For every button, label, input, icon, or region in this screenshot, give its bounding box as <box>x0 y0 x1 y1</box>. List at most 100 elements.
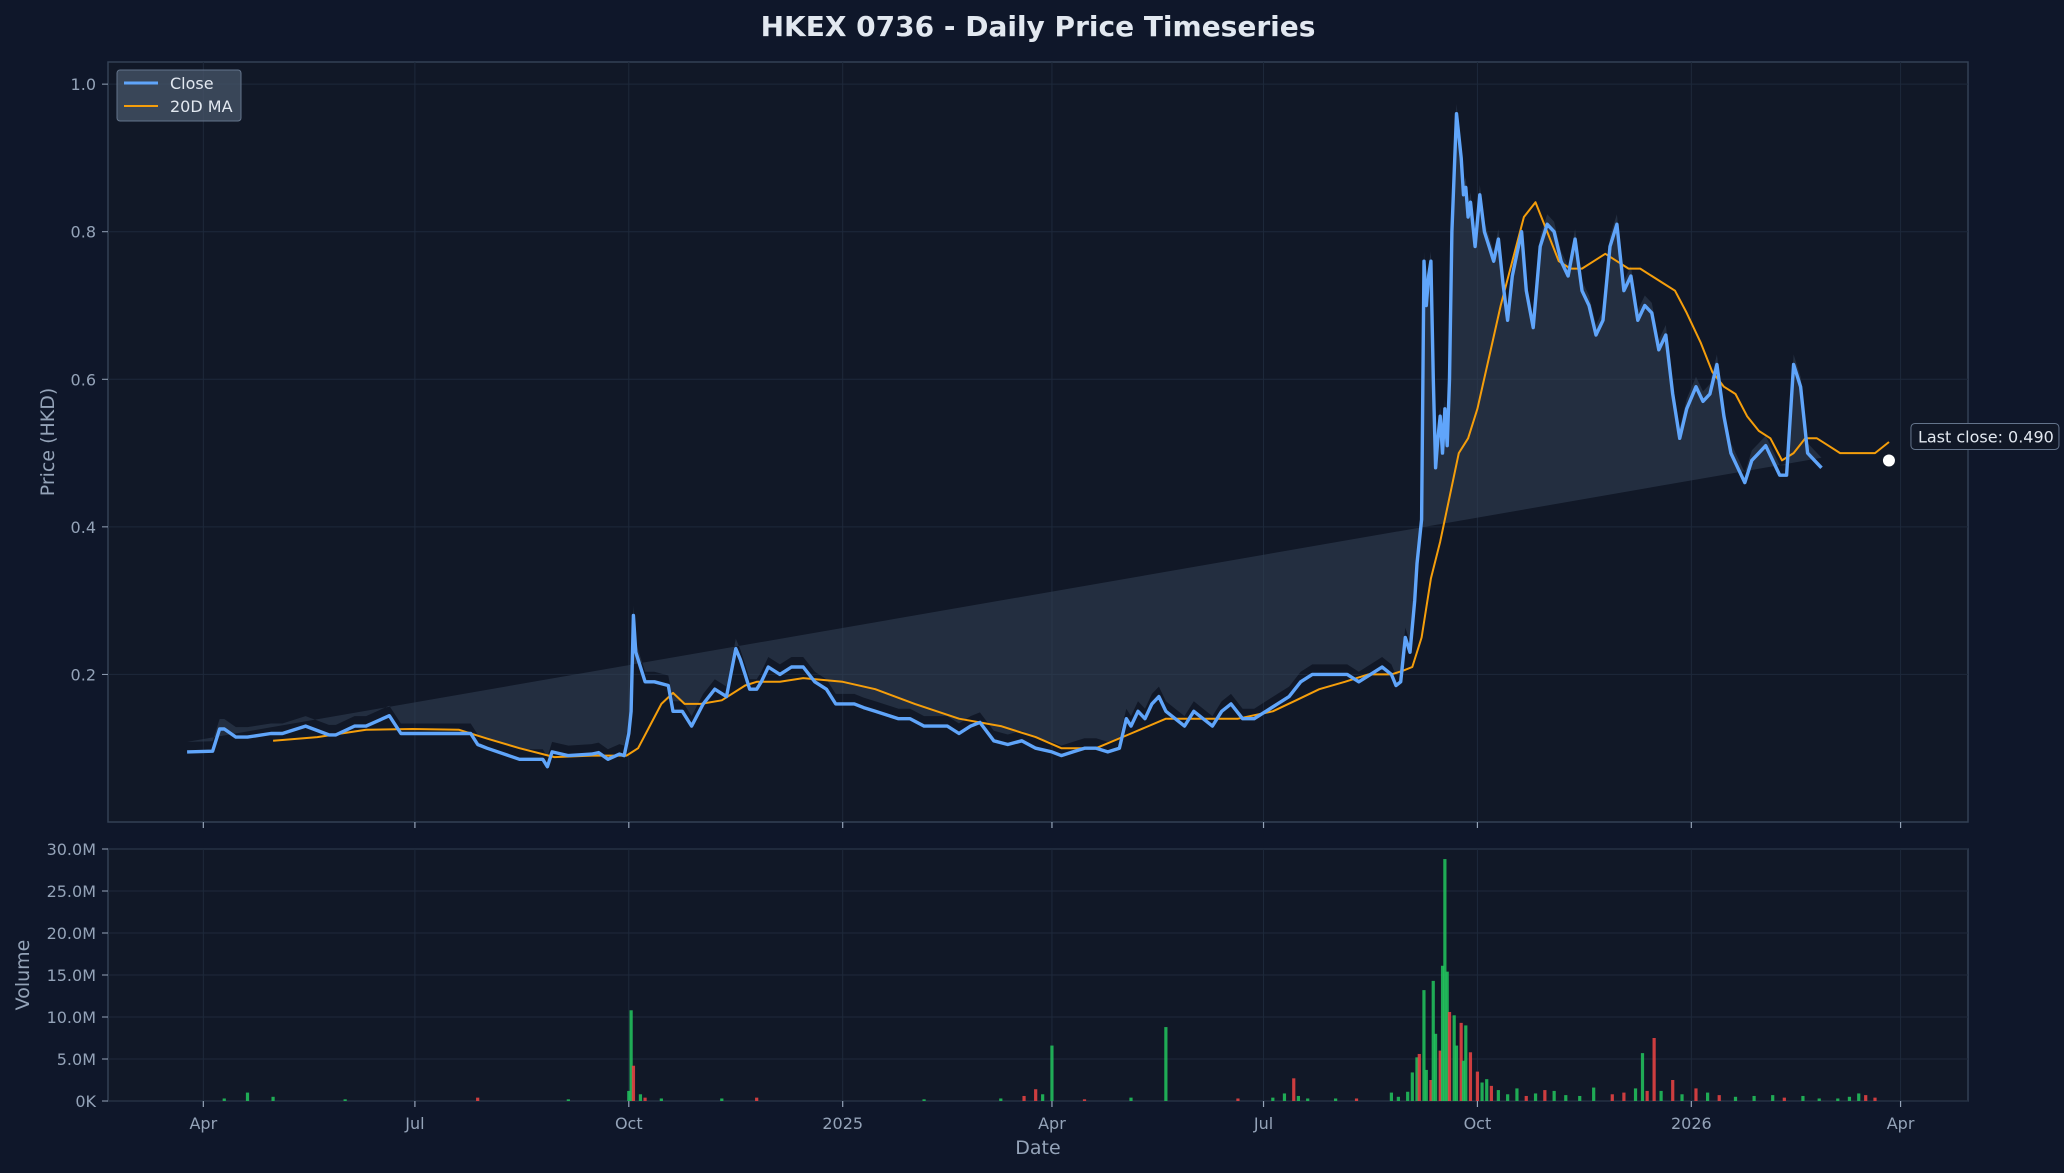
volume-bar <box>1415 1057 1419 1101</box>
volume-bar <box>1694 1088 1698 1101</box>
x-axis-label: Date <box>1015 1137 1060 1159</box>
volume-bar <box>271 1096 275 1101</box>
volume-tick-label: 5.0M <box>57 1050 96 1069</box>
volume-bar <box>1454 1045 1459 1101</box>
volume-bar <box>1659 1090 1663 1101</box>
volume-bar <box>1533 1093 1538 1101</box>
volume-bar <box>1129 1097 1133 1101</box>
x-tick-label: Apr <box>1887 1114 1915 1133</box>
volume-bar <box>1524 1095 1528 1101</box>
volume-bar <box>1622 1092 1626 1101</box>
volume-bar <box>1610 1094 1614 1101</box>
volume-tick-label: 0K <box>75 1092 96 1111</box>
volume-y-axis-label: Volume <box>12 940 34 1011</box>
close-high-low-band <box>187 103 1822 757</box>
volume-bar <box>1633 1088 1638 1101</box>
volume-bar <box>638 1094 643 1101</box>
volume-bar <box>1022 1095 1026 1101</box>
volume-bar <box>1733 1096 1738 1101</box>
volume-bar <box>1452 1015 1456 1101</box>
price-tick-label: 0.4 <box>71 518 96 537</box>
volume-bar <box>1671 1080 1675 1101</box>
volume-bar <box>631 1065 636 1101</box>
x-tick-label: Oct <box>1464 1114 1492 1133</box>
volume-bar <box>1564 1095 1568 1101</box>
volume-bar <box>1082 1099 1087 1101</box>
volume-bar <box>1034 1089 1038 1101</box>
x-tick-label: Oct <box>615 1114 643 1133</box>
volume-bar <box>1543 1090 1547 1101</box>
volume-bar <box>1296 1095 1300 1101</box>
volume-bar <box>1752 1095 1756 1101</box>
volume-bar <box>999 1098 1003 1101</box>
volume-bar <box>1389 1092 1393 1101</box>
legend: Close 20D MA <box>116 69 242 122</box>
price-tick-label: 0.6 <box>71 370 96 389</box>
volume-bar <box>1496 1090 1500 1101</box>
volume-bar <box>629 1010 633 1101</box>
volume-bar <box>1717 1095 1721 1101</box>
volume-bar <box>755 1097 759 1101</box>
volume-bar <box>1480 1082 1484 1101</box>
volume-tick-label: 25.0M <box>47 882 96 901</box>
volume-bar <box>1282 1093 1287 1101</box>
volume-bar <box>1292 1078 1296 1101</box>
volume-bar <box>1396 1096 1400 1101</box>
volume-bar <box>627 1090 631 1101</box>
price-range-band <box>187 103 1822 757</box>
volume-bar <box>1552 1090 1556 1101</box>
price-tick-label: 0.2 <box>71 665 96 684</box>
volume-tick-label: 20.0M <box>47 924 96 943</box>
volume-bar <box>1817 1098 1821 1101</box>
volume-bar <box>1041 1094 1045 1101</box>
volume-bar <box>1706 1092 1710 1101</box>
grid-lines <box>108 62 1968 1102</box>
volume-bar <box>1424 1069 1428 1101</box>
volume-bar <box>222 1098 226 1101</box>
volume-bar <box>1164 1027 1168 1101</box>
x-tick-label: Apr <box>189 1114 217 1133</box>
volume-tick-label: 10.0M <box>47 1008 96 1027</box>
volume-bar <box>1485 1079 1489 1101</box>
x-tick-label: Jul <box>1253 1114 1273 1133</box>
volume-bar <box>1506 1094 1510 1101</box>
volume-bar <box>476 1097 480 1101</box>
close-price-line <box>187 112 1823 769</box>
last-close-label-box <box>1910 422 2060 450</box>
volume-bar <box>922 1099 926 1101</box>
volume-bar <box>1438 1050 1442 1101</box>
volume-bar <box>1271 1097 1275 1101</box>
last-close-marker <box>1882 454 1895 467</box>
volume-bar <box>1050 1045 1054 1101</box>
axis-ticks: 0.2 0.4 0.6 0.8 1.0 0K 5.0M 10.0M 15.0M 20.0M 25.0… <box>47 75 1915 1133</box>
chart-title: HKEX 0736 - Daily Price Timeseries <box>761 10 1316 43</box>
x-tick-label: Jul <box>404 1114 424 1133</box>
price-tick-label: 0.8 <box>71 223 96 242</box>
volume-bar <box>1447 1011 1452 1101</box>
volume-bar <box>1475 1071 1480 1101</box>
volume-bar <box>1431 980 1435 1101</box>
price-lines <box>187 112 1890 769</box>
volume-bar <box>1406 1091 1410 1101</box>
volume-bar <box>1459 1022 1463 1101</box>
volume-bar <box>1578 1095 1582 1101</box>
volume-bar <box>1864 1095 1868 1101</box>
x-tick-label: 2026 <box>1671 1114 1712 1133</box>
volume-bar <box>1445 971 1449 1101</box>
volume-bar <box>1652 1038 1656 1101</box>
volume-bar <box>1429 1080 1433 1101</box>
volume-bar <box>1410 1072 1414 1101</box>
volume-bar <box>566 1099 570 1101</box>
volume-bar <box>1640 1053 1645 1101</box>
volume-bars <box>222 859 1877 1101</box>
volume-bar <box>720 1098 724 1101</box>
last-close-annotation: Last close: 0.490 <box>1882 422 2060 467</box>
ma-20d-line <box>273 201 1890 759</box>
volume-bar <box>1592 1087 1596 1101</box>
volume-bar <box>1422 990 1426 1101</box>
volume-tick-label: 15.0M <box>47 966 96 985</box>
volume-bar <box>1464 1025 1468 1101</box>
volume-bar <box>1847 1096 1852 1101</box>
volume-bar <box>1857 1093 1861 1101</box>
